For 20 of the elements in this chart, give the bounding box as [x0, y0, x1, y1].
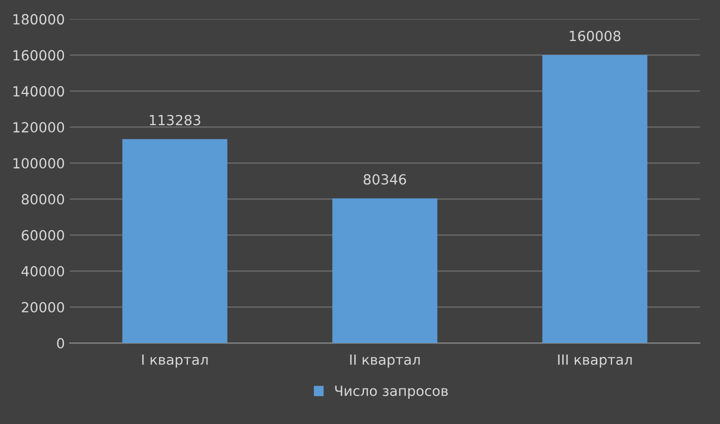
bar [332, 198, 438, 344]
bar [542, 55, 648, 344]
y-tick-label: 180000 [13, 14, 64, 25]
y-tick-label: 100000 [13, 158, 64, 169]
y-tick-label: 20000 [22, 302, 64, 312]
x-tick-label: II квартал [350, 354, 420, 368]
data-label: 160008 [570, 30, 620, 42]
y-tick-label: 120000 [13, 122, 64, 133]
y-tick-label: 80000 [22, 194, 64, 205]
legend-label: Число запросов [335, 386, 448, 399]
data-label: 113283 [150, 114, 200, 126]
y-tick-label: 0 [57, 338, 64, 348]
bar [122, 139, 228, 344]
y-tick-label: 140000 [13, 86, 64, 97]
x-tick-label: I квартал [142, 354, 208, 368]
x-tick-label: III квартал [558, 354, 632, 368]
data-label: 80346 [364, 174, 406, 185]
y-tick-label: 160000 [13, 50, 64, 61]
y-tick-label: 40000 [21, 266, 64, 277]
y-tick-label: 60000 [22, 230, 64, 241]
